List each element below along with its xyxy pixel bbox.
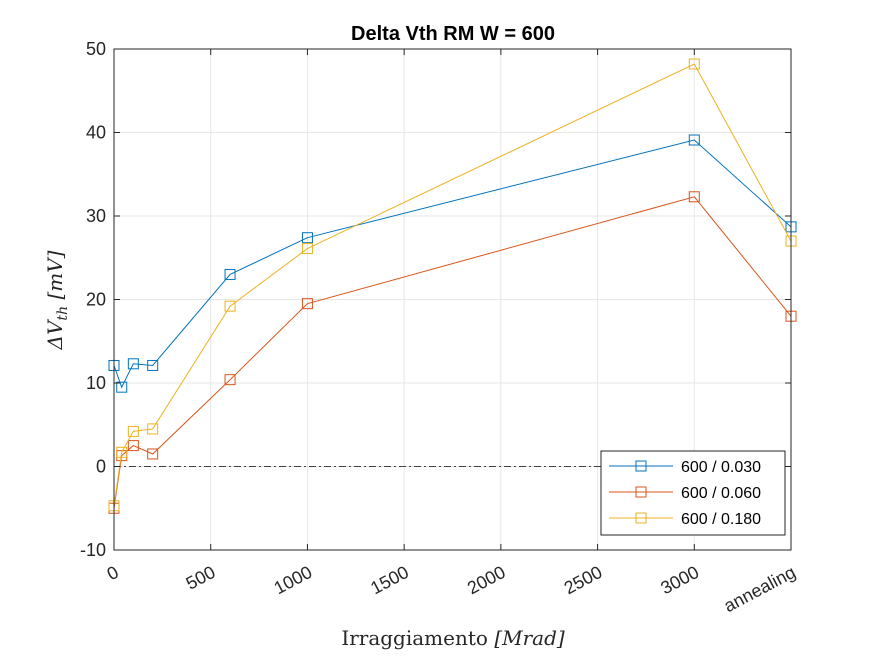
data-point — [127, 358, 139, 370]
y-tick-label: 30 — [86, 206, 106, 226]
axes — [113, 48, 792, 551]
x-tick-label: 500 — [183, 562, 219, 594]
data-point — [224, 300, 236, 312]
y-tick-label: 10 — [86, 373, 106, 393]
data-point — [147, 359, 159, 371]
y-tick-label: 0 — [96, 457, 106, 477]
legend-box — [600, 450, 786, 536]
data-point — [688, 191, 700, 203]
series-group — [108, 58, 797, 514]
x-tick-label: 2000 — [464, 562, 509, 598]
data-point — [116, 381, 128, 393]
x-tick-label: 0 — [104, 562, 122, 584]
data-point — [688, 58, 700, 70]
y-tick-label: 50 — [86, 39, 106, 59]
series-line — [113, 139, 792, 389]
y-tick-label: 20 — [86, 290, 106, 310]
legend-entry: 600 / 0.180 — [681, 511, 761, 528]
data-point — [224, 268, 236, 280]
data-point — [116, 446, 128, 458]
series-line — [113, 63, 792, 506]
legend: 600 / 0.030 600 / 0.060 600 / 0.180 — [600, 450, 786, 536]
y-tick-label: -10 — [80, 540, 106, 560]
data-point — [224, 374, 236, 386]
x-tick-label: annealing — [721, 562, 799, 616]
series-3 — [108, 58, 797, 512]
data-point — [688, 134, 700, 146]
legend-marker — [635, 512, 647, 524]
data-point — [147, 448, 159, 460]
x-tick-label: 1000 — [271, 562, 316, 598]
data-point — [301, 243, 313, 255]
data-point — [127, 425, 139, 437]
legend-marker — [635, 486, 647, 498]
x-tick-label: 2500 — [561, 562, 606, 598]
x-tick-label: 3000 — [657, 562, 702, 598]
series-line — [113, 196, 792, 509]
data-point — [127, 440, 139, 452]
x-axis-label: Irraggiamento [Mrad] — [341, 626, 565, 650]
data-point — [301, 232, 313, 244]
x-tick-label: 1500 — [367, 562, 412, 598]
data-point — [301, 298, 313, 310]
legend-marker — [635, 460, 647, 472]
legend-entry: 600 / 0.060 — [681, 485, 761, 502]
chart-title: Delta Vth RM W = 600 — [351, 23, 555, 45]
y-tick-label: 40 — [86, 123, 106, 143]
legend-entry: 600 / 0.030 — [681, 459, 761, 476]
y-axis-label: ΔVth [mV] — [43, 250, 71, 350]
data-point — [147, 423, 159, 435]
